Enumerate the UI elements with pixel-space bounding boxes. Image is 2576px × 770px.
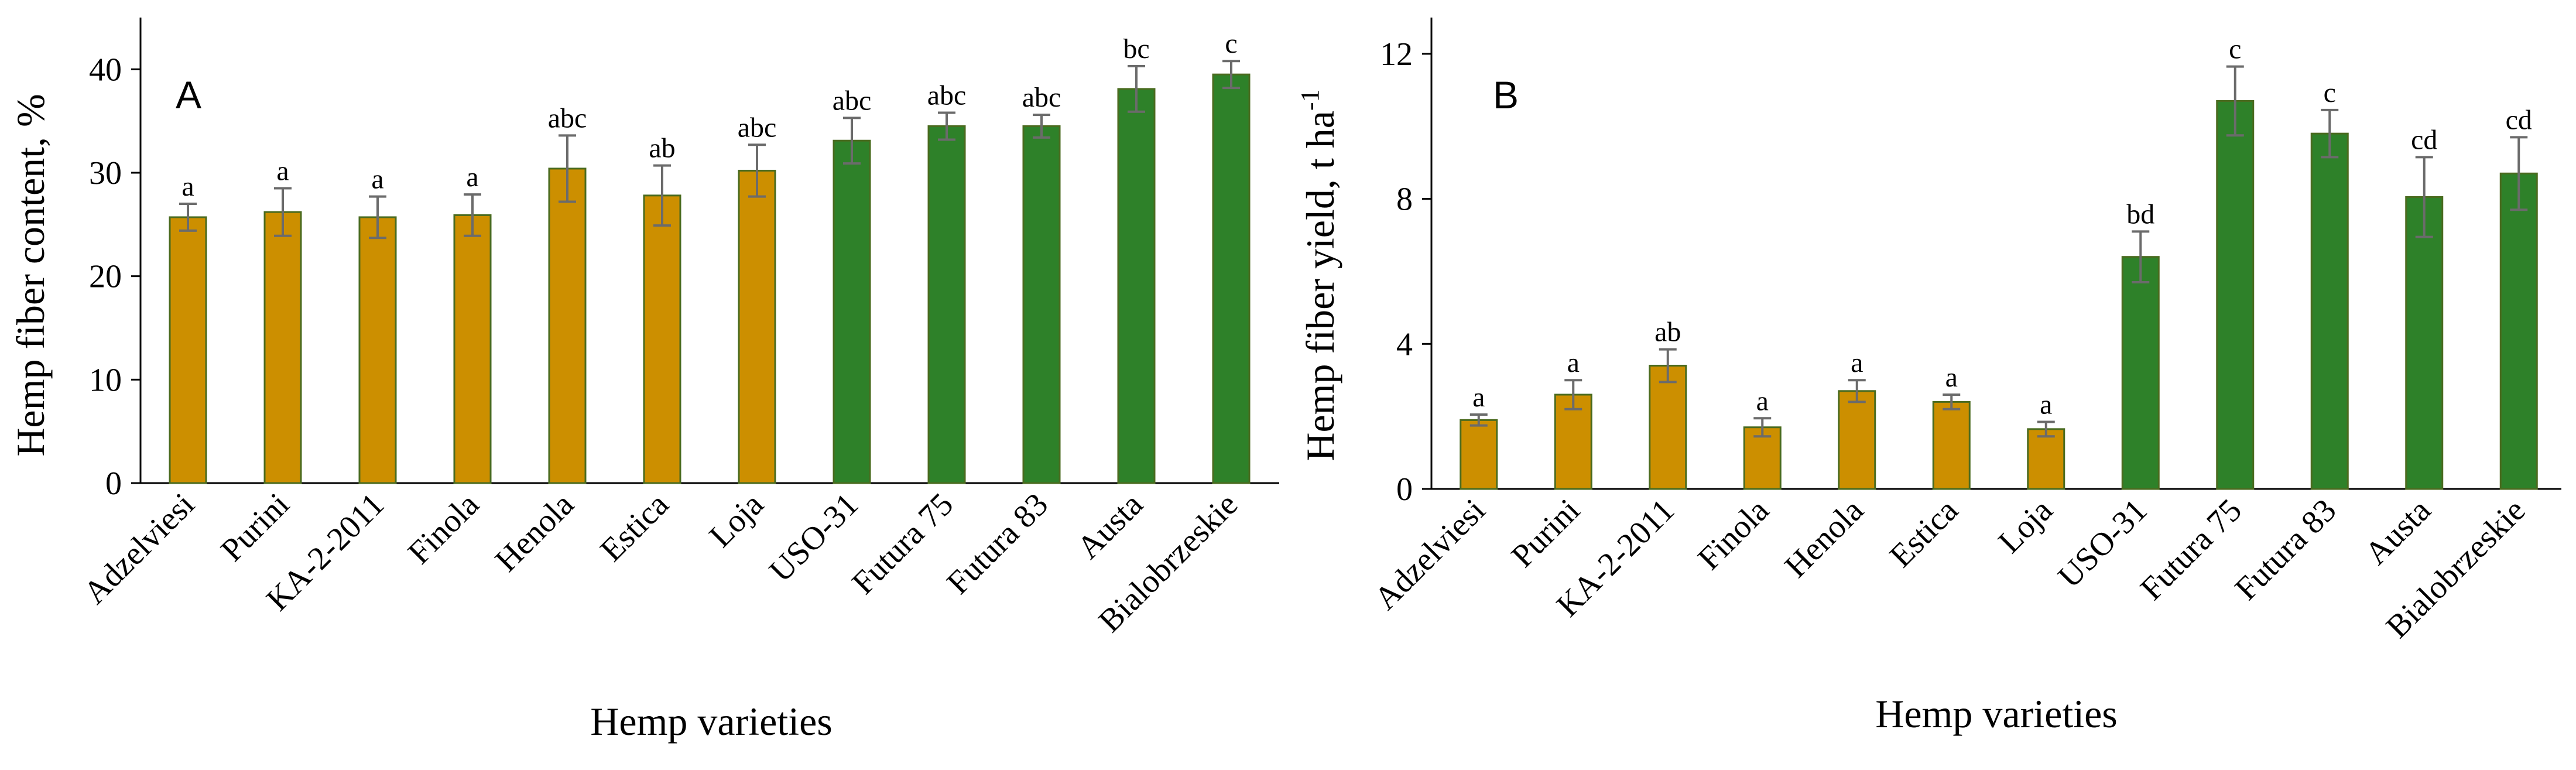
- panel-a-bar: [263, 211, 302, 484]
- panel-b-y-tick-label: 12: [1380, 36, 1413, 73]
- panel-a-error-bar: [1222, 60, 1240, 90]
- panel-b-error-bar: [1659, 348, 1677, 384]
- panel-b-bar: [1932, 401, 1971, 490]
- panel-b-significance-label: a: [1756, 385, 1769, 416]
- panel-b-significance-label: cd: [2411, 124, 2437, 155]
- panel-a-y-tick-label: 20: [89, 259, 122, 295]
- panel-a-error-bar: [1033, 114, 1050, 139]
- panel-a-significance-label: abc: [833, 85, 872, 116]
- panel-b-x-axis-title: Hemp varieties: [1875, 692, 2118, 736]
- panel-b-significance-label: c: [2324, 77, 2336, 108]
- panel-b-error-bar: [2321, 108, 2339, 159]
- panel-b-bar: [1743, 426, 1782, 490]
- panel-a-significance-label: abc: [1022, 82, 1061, 113]
- panel-b-significance-label: cd: [2506, 104, 2532, 135]
- panel-b-y-tick-label: 4: [1396, 326, 1413, 362]
- panel-a-bar: [169, 216, 207, 484]
- panel-a-significance-label: abc: [738, 112, 777, 143]
- panel-a-bar: [1117, 88, 1156, 484]
- panel-b-bar: [2216, 100, 2255, 490]
- panel-b-bar: [1554, 393, 1592, 490]
- panel-a-y-axis-title: Hemp fiber content, %: [8, 94, 53, 456]
- panel-a-error-bar: [748, 143, 766, 198]
- panel-a-error-bar: [559, 134, 576, 203]
- panel-a-bar: [453, 214, 492, 484]
- panel-b-bar: [2027, 428, 2065, 490]
- panel-b-bar: [1649, 364, 1687, 490]
- panel-b-error-bar: [1469, 413, 1488, 427]
- panel-b-bar: [1460, 419, 1498, 490]
- panel-a-y-tick-label: 10: [89, 362, 122, 398]
- panel-b-significance-label: a: [1472, 382, 1485, 413]
- panel-a-error-bar: [938, 111, 955, 141]
- panel-a-bar: [643, 194, 681, 484]
- panel-b-bar: [1838, 390, 1876, 490]
- panel-a-bar: [833, 139, 871, 484]
- panel-a-y-tick-label: 30: [89, 155, 122, 191]
- panel-a-significance-label: bc: [1123, 33, 1149, 64]
- panel-a-significance-label: a: [371, 164, 383, 195]
- panel-b-significance-label: ab: [1654, 317, 1681, 348]
- panel-a-bar: [548, 167, 587, 484]
- panel-a-bar: [1022, 125, 1061, 484]
- panel-b-y-axis-title-superscript: -1: [1296, 89, 1324, 111]
- panel-b-bar: [2121, 256, 2160, 490]
- panel-a-error-bar: [179, 203, 197, 232]
- panel-a-significance-label: abc: [548, 102, 587, 134]
- panel-b-error-bar: [1753, 417, 1772, 438]
- panel-b-y-tick-label: 8: [1396, 182, 1413, 218]
- panel-b-y-axis-title-main: Hemp fiber yield, t ha: [1298, 111, 1342, 461]
- panel-a-error-bar: [843, 117, 861, 165]
- panel-a-significance-label: a: [276, 156, 289, 187]
- panel-a-y-tick-label: 0: [105, 466, 122, 502]
- panel-b-significance-label: a: [1945, 362, 1958, 393]
- panel-b-error-bar: [2132, 230, 2150, 284]
- panel-a-error-bar: [369, 195, 386, 239]
- panel-b-error-bar: [1943, 393, 1961, 410]
- panel-b-error-bar: [2226, 65, 2244, 137]
- panel-b-bar: [2310, 132, 2349, 490]
- panel-a-significance-label: a: [181, 171, 194, 202]
- panel-a-bar: [358, 216, 397, 484]
- panel-b-significance-label: a: [2040, 389, 2052, 420]
- panel-b-error-bar: [2037, 420, 2055, 438]
- panel-a-significance-label: c: [1225, 28, 1237, 59]
- panel-a-bar: [1212, 73, 1251, 484]
- panel-a-bar: [927, 125, 966, 484]
- panel-a-significance-label: a: [466, 162, 478, 193]
- panel-a-significance-label: ab: [649, 133, 675, 164]
- panel-b-significance-label: c: [2229, 34, 2241, 65]
- panel-b-significance-label: a: [1851, 347, 1863, 378]
- panel-a-label: A: [176, 73, 201, 117]
- panel-b-error-bar: [1564, 379, 1582, 410]
- panel-a-bar: [738, 169, 776, 484]
- panel-a-significance-label: abc: [927, 80, 967, 111]
- panel-a-x-axis-title: Hemp varieties: [590, 699, 833, 744]
- panel-b-bar: [2405, 196, 2444, 490]
- panel-a-error-bar: [274, 187, 292, 237]
- panel-a-error-bar: [464, 193, 481, 237]
- panel-b-error-bar: [2415, 156, 2433, 238]
- panel-b-error-bar: [1848, 379, 1866, 403]
- panel-b-error-bar: [2510, 136, 2528, 211]
- panel-a-error-bar: [653, 164, 671, 227]
- panel-a-error-bar: [1128, 65, 1145, 113]
- panel-b-bar: [2499, 172, 2538, 490]
- panel-b-significance-label: a: [1567, 347, 1580, 378]
- panel-a-y-tick-label: 40: [89, 52, 122, 88]
- panel-b-y-axis-title: Hemp fiber yield, t ha-1: [1296, 89, 1342, 461]
- panel-b-y-tick-label: 0: [1396, 471, 1413, 508]
- panel-b-significance-label: bd: [2126, 199, 2154, 230]
- panel-b-label: B: [1493, 73, 1519, 117]
